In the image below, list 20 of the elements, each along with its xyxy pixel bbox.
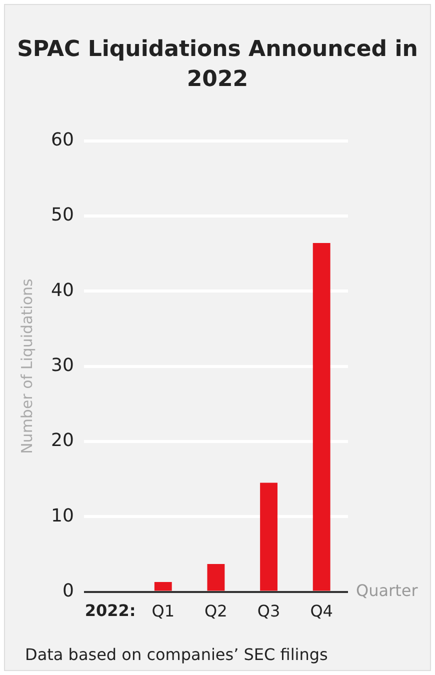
- bar: [207, 564, 225, 591]
- bar: [154, 582, 172, 591]
- y-tick-label: 20: [51, 430, 74, 452]
- y-tick-label: 50: [51, 204, 74, 226]
- x-tick-label: Q4: [310, 602, 333, 621]
- text: 2022:: [84, 600, 136, 620]
- bar: [312, 243, 330, 591]
- x-axis-title: Quarter: [356, 580, 418, 600]
- y-tick-label: 30: [51, 354, 74, 376]
- chart-title: SPAC Liquidations Announced in 2022: [16, 36, 419, 94]
- y-tick-label: 10: [51, 505, 74, 526]
- y-tick-label: 60: [51, 129, 74, 150]
- y-tick-label: 40: [51, 280, 74, 301]
- x-tick-label: Q1: [152, 602, 175, 621]
- y-axis-title: Number of Liquidations: [18, 278, 36, 454]
- y-tick-label: 0: [62, 580, 74, 602]
- x-tick-label: Q2: [204, 602, 228, 621]
- bar: [260, 482, 278, 591]
- x-tick-label: Q3: [257, 602, 280, 621]
- text: Data based on companies’ SEC filings: [25, 645, 328, 664]
